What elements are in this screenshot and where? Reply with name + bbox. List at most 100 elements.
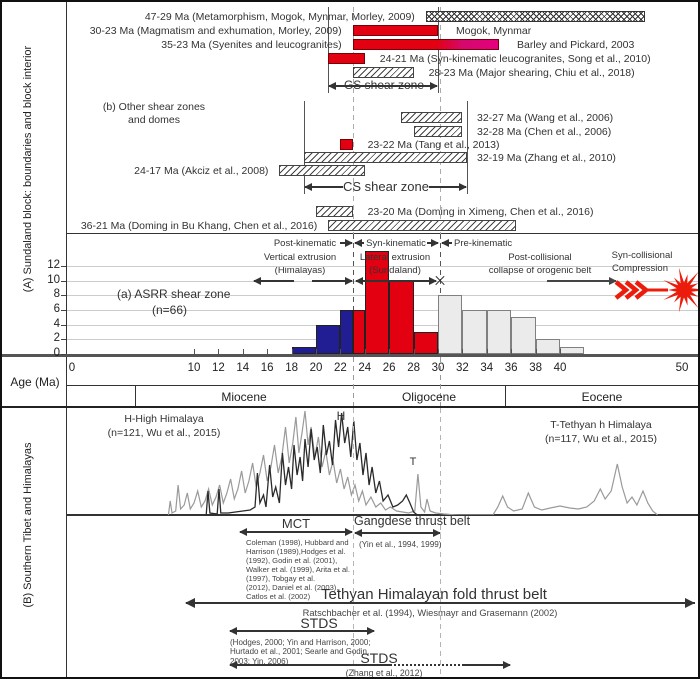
histogram-bar (352, 310, 365, 354)
histogram-bar (462, 310, 487, 354)
reference-line: (Hodges, 2000; Yin and Harrison, 2000; (230, 638, 371, 647)
vertical-extrusion-sub: (Himalayas) (274, 265, 326, 276)
histogram-bar (560, 346, 585, 354)
x-axis-tick-label: 10 (187, 362, 201, 374)
vertical-extrusion-label: Vertical extrusion (263, 252, 337, 263)
dashed-age-line (440, 408, 442, 677)
arrowhead-right-icon (609, 277, 617, 285)
x-axis-tick-label: 40 (553, 362, 567, 374)
x-axis-tick (486, 349, 488, 354)
x-axis-tick (389, 349, 391, 354)
range-bar (352, 67, 414, 78)
histogram-bar (438, 295, 463, 354)
section-b-label-line1: (b) Other shear zones (102, 101, 206, 113)
range-bar (425, 11, 646, 22)
arrow-shaft (547, 280, 616, 282)
histogram-bar (535, 339, 560, 354)
left-column-divider (66, 2, 68, 677)
h-curve-label: H-High Himalaya (124, 413, 204, 425)
range-bar-label: 24-17 Ma (Akciz et al., 2008) (134, 165, 269, 177)
t-curve-n: (n=117, Wu et al., 2015) (545, 433, 657, 445)
arrowhead-right-icon (685, 597, 696, 608)
x-axis-tick (316, 349, 317, 354)
arrowhead-left-icon (355, 277, 363, 285)
histogram-bar (316, 324, 341, 354)
x-axis-tick (194, 349, 195, 354)
range-bar-label: 24-21 Ma (Syn-kinematic leucogranites, S… (379, 53, 651, 65)
x-axis-tick (291, 349, 293, 354)
x-axis-tick (560, 349, 561, 354)
arrowhead-left-icon (229, 627, 237, 635)
histogram-baseline (2, 354, 698, 357)
tethyan-himalaya-curve (167, 410, 658, 515)
x-axis-tick (218, 349, 220, 354)
y-axis-tick (61, 324, 66, 326)
syn-collisional-compression-icon (614, 267, 698, 313)
x-axis-tick-label: 28 (407, 362, 420, 374)
h-curve-n: (n=121, Wu et al., 2015) (107, 427, 221, 439)
arrowhead-right-icon (345, 277, 353, 285)
arrow-shaft (254, 280, 294, 282)
reference-line: (1992), Godin et al. (2001), (246, 556, 338, 565)
y-axis-tick-label: 0 (53, 347, 60, 359)
epoch-miocene: Miocene (221, 390, 267, 404)
red-chevron-icon (624, 280, 640, 300)
post-collisional-label: Post-collisional (508, 252, 572, 263)
arrow-shaft (464, 664, 510, 666)
range-bar-label: 30-23 Ma (Magmatism and exhumation, Morl… (89, 25, 342, 37)
age-probability-curves (167, 410, 658, 515)
starburst-icon (663, 267, 698, 313)
y-axis-tick (61, 310, 66, 312)
tethyan-ref: Ratschbacher et al. (1994), Wiesmayr and… (302, 608, 558, 618)
arrow-shaft (312, 280, 352, 282)
arrowhead-right-icon (433, 529, 441, 537)
stds2-title: STDS (360, 650, 398, 666)
epoch-row-top-line (66, 385, 698, 386)
post-kinematic-label: Post-kinematic (273, 238, 337, 249)
gangdese-ref: (Yin et al., 1994, 1999) (359, 540, 442, 549)
range-bar (316, 206, 353, 217)
y-axis-tick (61, 266, 66, 268)
arrowhead-left-icon (303, 183, 312, 191)
range-bar-label: 36-21 Ma (Doming in Bu Khang, Chen et al… (80, 220, 318, 232)
zone-boundary-line (438, 7, 439, 93)
mct-title: MCT (281, 516, 311, 531)
range-bar-after-label: Mogok, Mynmar (456, 25, 532, 37)
reference-line: (2012), Daniel et al. (2003), (246, 583, 339, 592)
red-chevron-icon (614, 280, 630, 300)
arrowhead-right-icon (429, 277, 437, 285)
x-axis-tick (413, 349, 415, 354)
stds1-title: STDS (300, 615, 338, 631)
age-axis-label: Age (Ma) (10, 375, 60, 389)
dashed-age-line (440, 357, 442, 406)
dashed-age-line (353, 357, 355, 406)
reference-line: Harrison (1989),Hodges et al. (246, 547, 346, 556)
range-bar (352, 39, 499, 50)
h-peak-mark: H (336, 409, 346, 423)
y-axis-tick-label: 8 (53, 288, 60, 301)
histogram-bar (291, 346, 316, 354)
cs-shear-zone-label: CS shear zone (343, 179, 429, 194)
arrowhead-right-icon (431, 239, 439, 247)
epoch-divider-eocene (505, 385, 506, 406)
reference-line: Catlos et al. (2002) (246, 592, 311, 601)
dashed-age-line (440, 234, 442, 354)
range-bar (352, 25, 438, 36)
arrowhead-right-icon (345, 239, 353, 247)
epoch-oligocene: Oligocene (401, 390, 457, 404)
syn-kinematic-label: Syn-kinematic (366, 238, 426, 249)
range-bar (303, 152, 468, 163)
x-axis-tick (340, 349, 342, 354)
bars-histogram-divider (66, 233, 698, 234)
high-himalaya-curve (205, 412, 418, 515)
y-axis-tick-label: 10 (47, 273, 60, 286)
y-axis-tick-label: 4 (53, 317, 60, 330)
arrowhead-right-icon (503, 661, 511, 669)
section-b-label-line2: and domes (128, 114, 180, 126)
panel-divider-line (2, 406, 698, 408)
y-axis-tick (61, 339, 66, 341)
y-axis-tick (61, 280, 66, 282)
arrow-shaft (429, 186, 467, 188)
histogram-bar (511, 317, 536, 354)
x-axis-tick-label: 24 (358, 362, 372, 374)
